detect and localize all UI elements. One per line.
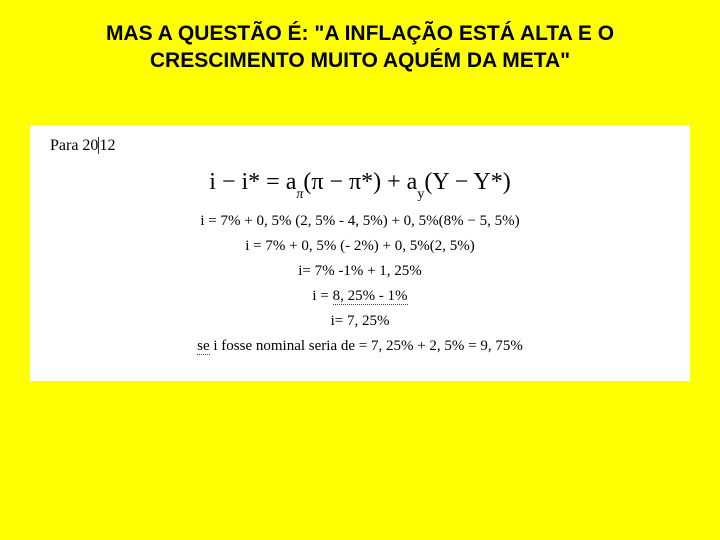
eq-p2: (π − π*) + a: [303, 169, 417, 195]
slide-title: MAS A QUESTÃO É: "A INFLAÇÃO ESTÁ ALTA E…: [0, 0, 720, 85]
calc-line-4: i = 8, 25% - 1%: [50, 288, 670, 305]
calc-line-2: i = 7% + 0, 5% (- 2%) + 0, 5%(2, 5%): [50, 238, 670, 255]
calc-line-3: i= 7% -1% + 1, 25%: [50, 263, 670, 280]
calc-line-5: i= 7, 25%: [50, 313, 670, 330]
calc-line-1: i = 7% + 0, 5% (2, 5% - 4, 5%) + 0, 5%(8…: [50, 213, 670, 230]
equation-box: Para 2012 i − i* = aπ(π − π*) + ay(Y − Y…: [30, 125, 690, 382]
eq-p1: i − i* = a: [209, 169, 296, 195]
main-equation: i − i* = aπ(π − π*) + ay(Y − Y*): [50, 169, 670, 200]
eq-sub-y: y: [417, 187, 424, 202]
eq-p3: (Y − Y*): [424, 169, 510, 195]
calc6b: i fosse nominal seria de = 7, 25% + 2, 5…: [210, 338, 523, 354]
eq-sub-pi: π: [296, 187, 303, 202]
calc6a-squiggle: se: [197, 338, 210, 355]
calc4a: i =: [312, 288, 332, 304]
calc4b-squiggle: 8, 25% - 1%: [333, 288, 408, 305]
para-post: 12: [99, 137, 115, 154]
para-pre: Para 20: [50, 137, 98, 154]
calc-line-6: se i fosse nominal seria de = 7, 25% + 2…: [50, 338, 670, 355]
para-label: Para 2012: [50, 137, 670, 155]
